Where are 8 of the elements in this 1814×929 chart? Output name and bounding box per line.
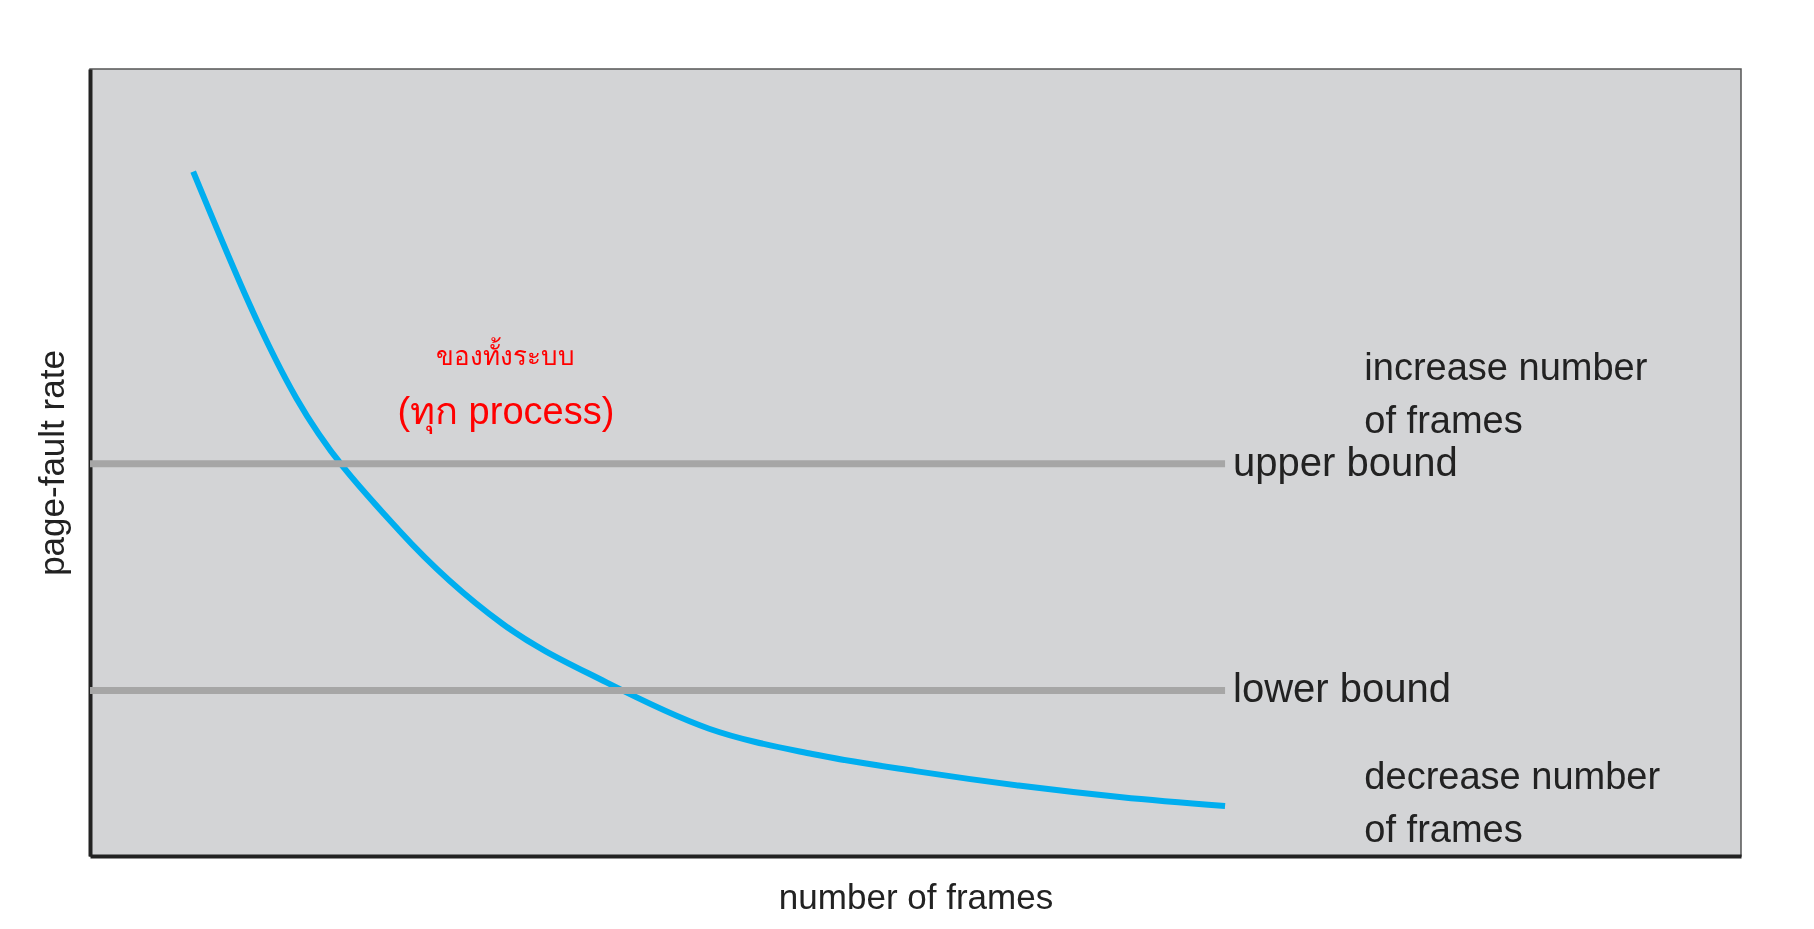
annotation: ของทั้งระบบ [436, 337, 576, 372]
annotation: (ทุก process) [397, 390, 615, 435]
x-axis-title: number of frames [778, 876, 1054, 916]
annotation: increase number of frames [1364, 345, 1648, 441]
ref-line-label: upper bound [1233, 439, 1458, 484]
annotation: decrease number of frames [1364, 754, 1661, 851]
y-axis-title: page-fault rate [31, 350, 71, 576]
ref-line-label: lower bound [1233, 666, 1451, 711]
